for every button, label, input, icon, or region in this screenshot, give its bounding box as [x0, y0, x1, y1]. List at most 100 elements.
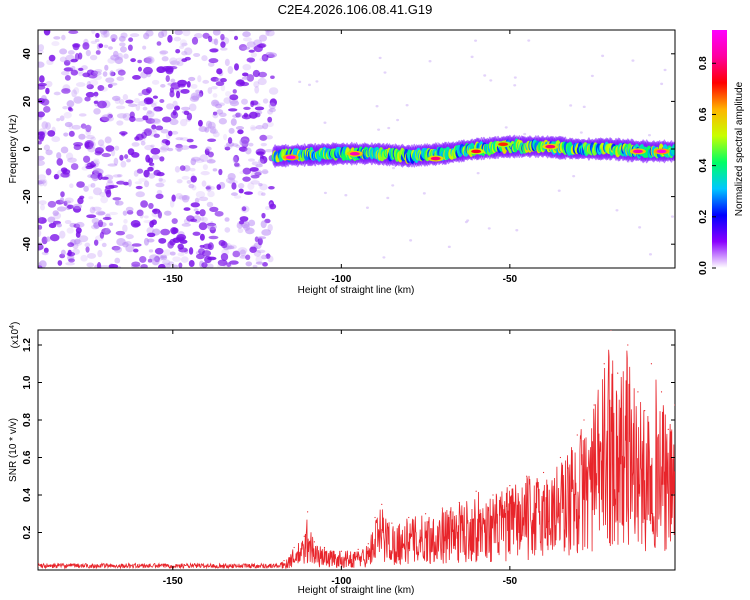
- noise-blob: [188, 183, 195, 189]
- noise-blob: [68, 130, 75, 137]
- noise-blob: [209, 226, 216, 234]
- noise-blob: [125, 234, 134, 240]
- noise-blob: [252, 264, 258, 268]
- noise-blob: [239, 81, 250, 87]
- noise-blob: [239, 255, 247, 259]
- noise-blob: [254, 171, 262, 176]
- noise-blob: [169, 60, 180, 66]
- noise-blob: [212, 112, 219, 119]
- noise-blob: [45, 236, 51, 242]
- noise-blob: [85, 91, 95, 98]
- noise-blob: [38, 262, 43, 268]
- noise-blob: [61, 88, 71, 94]
- noise-blob: [111, 245, 121, 251]
- noise-blob: [232, 89, 237, 94]
- noise-blob: [90, 40, 98, 45]
- noise-speck: [513, 84, 517, 87]
- snr-point: [357, 548, 359, 550]
- noise-blob: [45, 80, 53, 88]
- noise-blob: [179, 137, 189, 141]
- noise-blob: [38, 180, 44, 185]
- noise-blob: [194, 158, 205, 163]
- noise-blob: [114, 98, 121, 104]
- noise-blob: [176, 234, 187, 241]
- noise-blob: [97, 262, 102, 268]
- noise-blob: [212, 131, 220, 138]
- noise-blob: [242, 176, 251, 182]
- noise-blob: [225, 245, 235, 250]
- ridge-hotspot: [545, 144, 556, 149]
- noise-speck: [377, 128, 381, 131]
- noise-blob: [146, 56, 153, 64]
- noise-blob: [102, 71, 108, 77]
- noise-blob: [72, 43, 81, 48]
- noise-speck: [638, 226, 642, 229]
- noise-blob: [60, 191, 65, 198]
- noise-blob: [235, 112, 243, 117]
- noise-blob: [66, 204, 74, 210]
- noise-blob: [89, 140, 96, 149]
- noise-blob: [179, 39, 188, 47]
- noise-blob: [234, 63, 239, 71]
- noise-blob: [179, 239, 188, 244]
- noise-blob: [126, 210, 134, 215]
- noise-blob: [225, 141, 235, 147]
- noise-blob: [201, 55, 208, 62]
- noise-blob: [239, 249, 246, 257]
- noise-blob: [209, 206, 219, 212]
- noise-blob: [214, 210, 224, 217]
- noise-blob: [262, 98, 269, 104]
- noise-blob: [249, 167, 259, 172]
- noise-blob: [162, 259, 171, 266]
- noise-blob: [115, 230, 126, 236]
- noise-blob: [103, 44, 109, 49]
- noise-blob: [250, 171, 259, 180]
- noise-blob: [86, 80, 92, 89]
- snr-point: [374, 516, 376, 519]
- noise-speck: [378, 56, 382, 60]
- noise-blob: [137, 59, 142, 64]
- noise-blob: [108, 184, 119, 189]
- noise-blob: [154, 247, 164, 255]
- noise-blob: [68, 30, 79, 35]
- noise-blob: [176, 148, 182, 153]
- noise-blob: [146, 110, 153, 115]
- noise-blob: [206, 201, 214, 208]
- noise-blob: [119, 98, 125, 105]
- noise-blob: [251, 161, 259, 166]
- noise-blob: [59, 56, 67, 63]
- noise-blob: [109, 70, 115, 77]
- noise-blob: [140, 200, 149, 208]
- noise-blob: [227, 172, 236, 181]
- noise-blob: [133, 170, 139, 177]
- noise-blob: [61, 34, 66, 41]
- noise-blob: [114, 56, 124, 65]
- noise-blob: [93, 100, 99, 104]
- noise-blob: [116, 113, 127, 119]
- noise-blob: [45, 168, 52, 176]
- y-tick-label: 20: [22, 95, 33, 107]
- noise-blob: [146, 110, 155, 118]
- noise-blob: [52, 210, 59, 217]
- ridge-hotspot: [349, 151, 360, 156]
- noise-blob: [212, 168, 218, 172]
- noise-blob: [150, 147, 161, 155]
- noise-blob: [223, 133, 228, 141]
- noise-blob: [151, 219, 157, 226]
- noise-blob: [90, 160, 101, 166]
- y-tick-label: 0.4: [22, 488, 33, 502]
- noise-blob: [122, 94, 129, 101]
- noise-blob: [164, 210, 172, 216]
- snr-point: [441, 507, 444, 509]
- noise-blob: [190, 158, 197, 166]
- snr-point: [303, 535, 305, 537]
- noise-blob: [253, 81, 260, 88]
- noise-blob: [259, 134, 268, 141]
- snr-point: [650, 363, 653, 365]
- noise-blob: [113, 50, 119, 58]
- noise-blob: [172, 264, 179, 268]
- colorbar: 0.0 0.2 0.4 0.6 0.8 Normalized spectral ampl…: [698, 30, 745, 275]
- noise-blob: [64, 197, 74, 204]
- noise-blob: [268, 87, 279, 95]
- noise-blob: [247, 158, 255, 162]
